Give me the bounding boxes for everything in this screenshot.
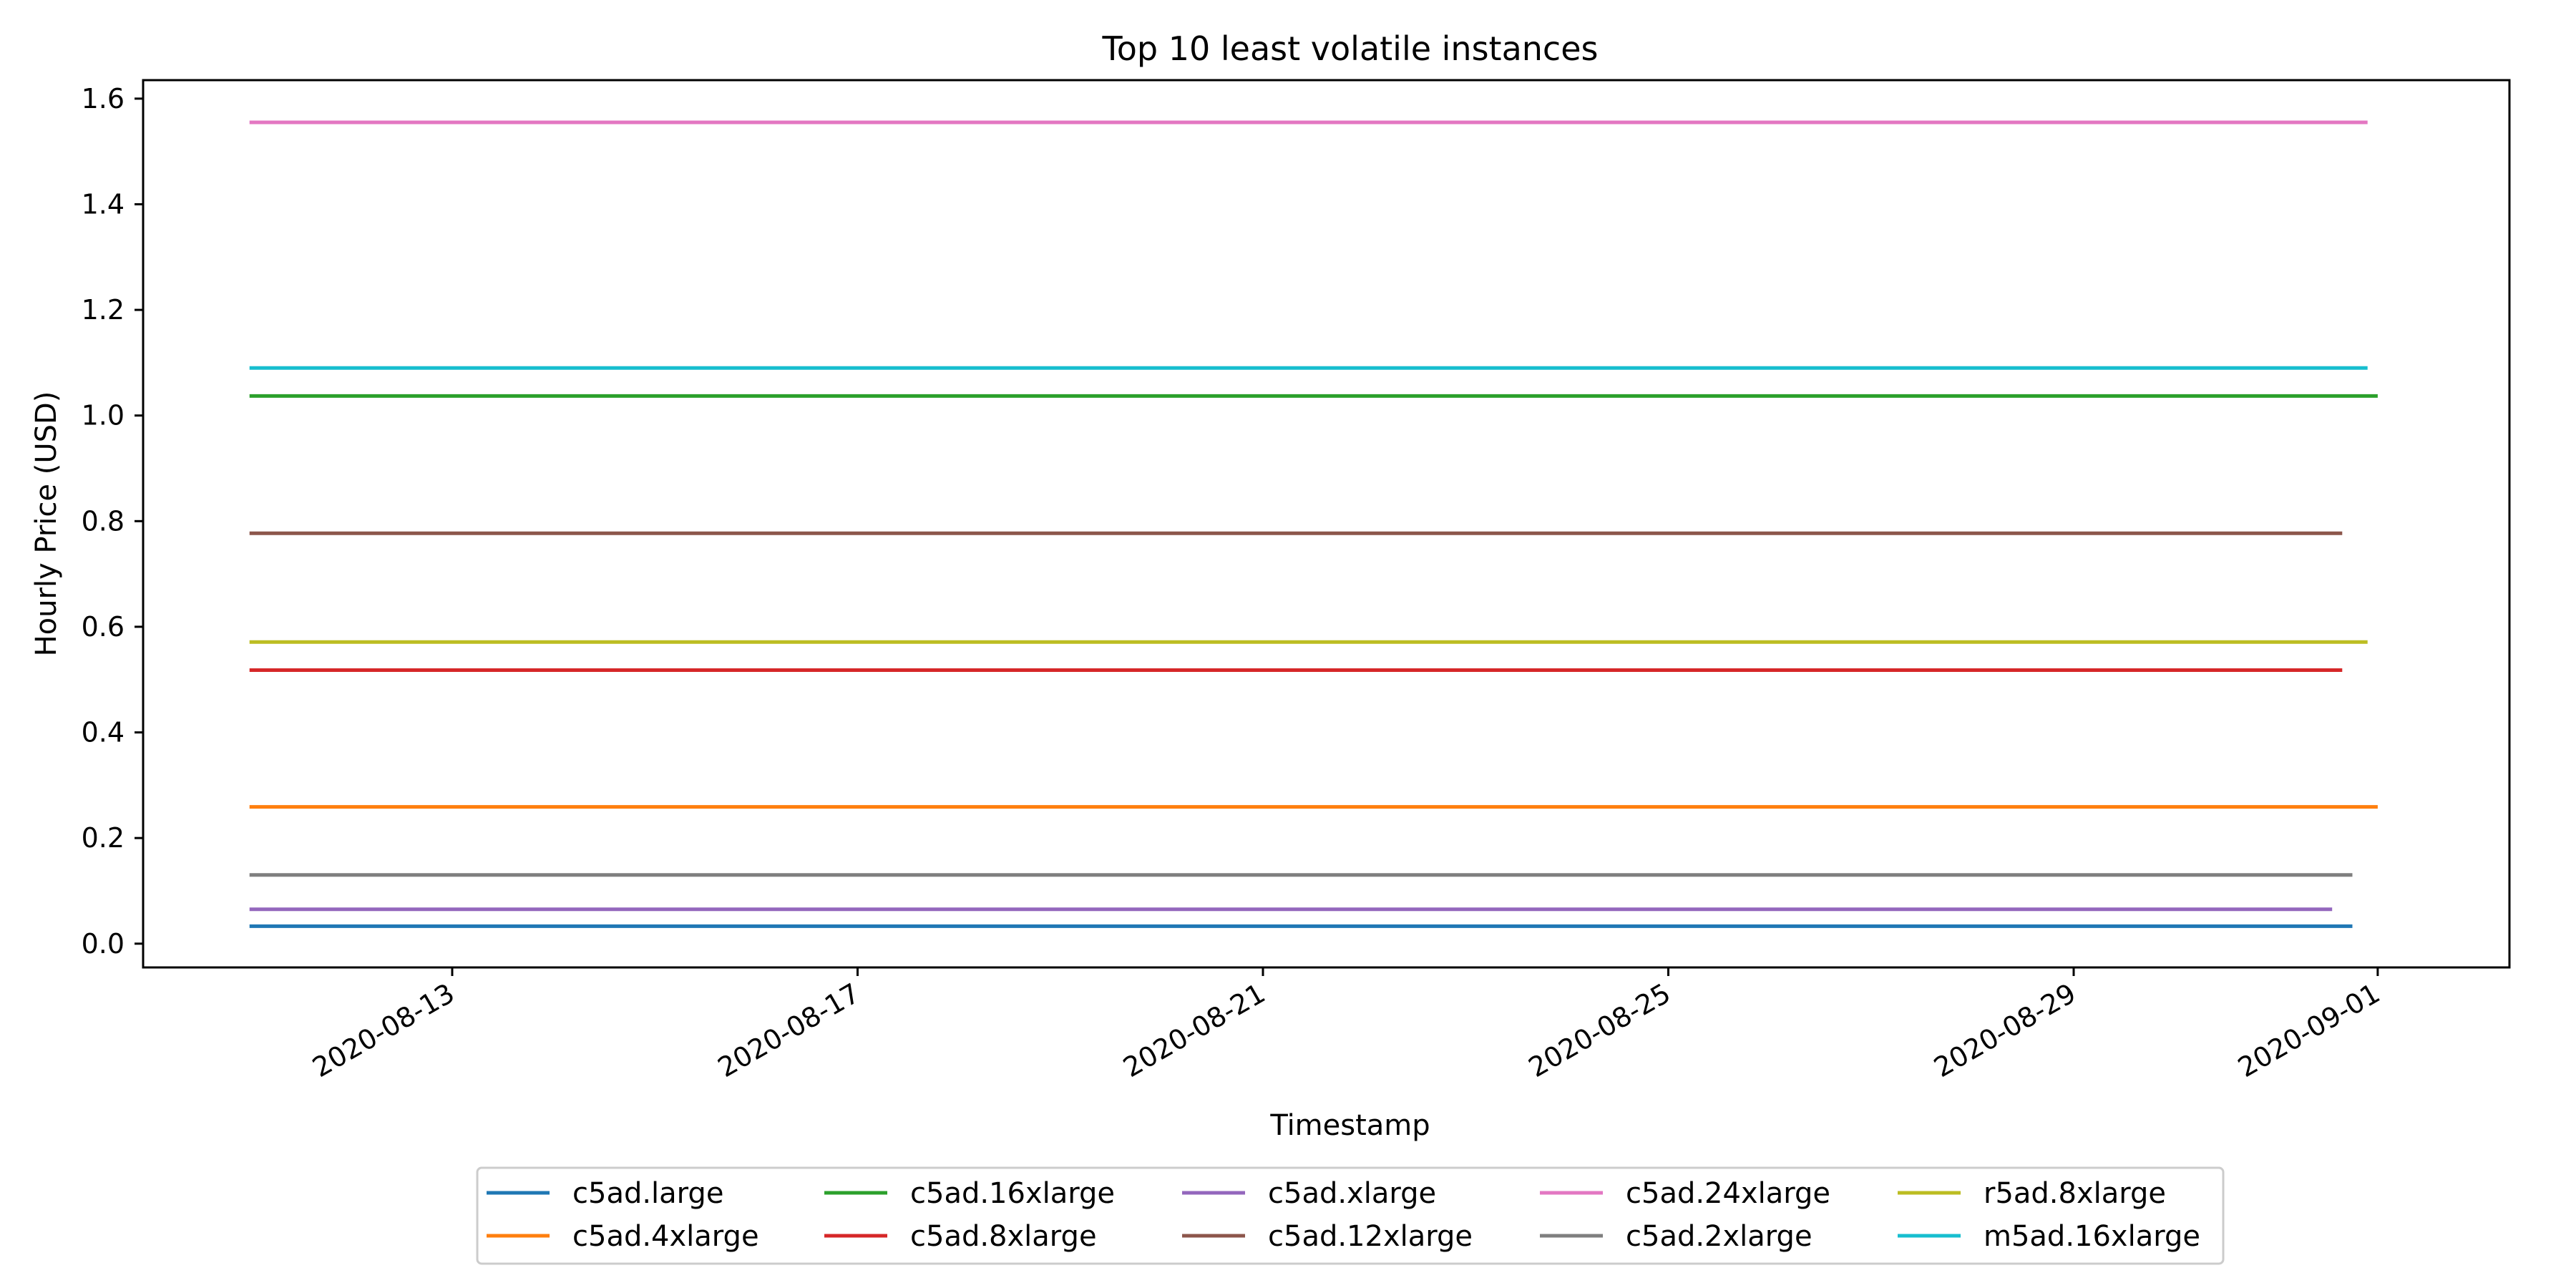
x-tick-label: 2020-08-25 — [1523, 977, 1676, 1084]
legend-item-c5ad.4xlarge: c5ad.4xlarge — [487, 1220, 759, 1253]
y-tick-label: 0.0 — [82, 928, 125, 960]
legend-item-c5ad.24xlarge: c5ad.24xlarge — [1540, 1177, 1830, 1210]
x-tick-label: 2020-08-21 — [1118, 977, 1270, 1084]
y-tick-label: 1.6 — [82, 83, 125, 114]
y-tick-label: 0.6 — [82, 611, 125, 643]
legend-item-c5ad.16xlarge: c5ad.16xlarge — [824, 1177, 1115, 1210]
x-axis: 2020-08-13 2020-08-17 2020-08-21 2020-08-25… — [307, 967, 2385, 1083]
y-tick-label: 0.2 — [82, 822, 125, 854]
y-tick-label: 1.2 — [82, 294, 125, 326]
x-tick-label: 2020-08-13 — [307, 977, 459, 1084]
legend-label: c5ad.large — [572, 1177, 723, 1210]
chart-title: Top 10 least volatile instances — [1102, 29, 1599, 68]
legend-label: c5ad.xlarge — [1268, 1177, 1436, 1210]
legend-label: c5ad.16xlarge — [910, 1177, 1115, 1210]
legend-item-r5ad.8xlarge: r5ad.8xlarge — [1898, 1177, 2166, 1210]
y-axis: 0.0 0.2 0.4 0.6 0.8 1.0 1.2 1.4 1.6 — [82, 83, 143, 960]
y-axis-label: Hourly Price (USD) — [30, 391, 63, 657]
legend-label: c5ad.24xlarge — [1626, 1177, 1830, 1210]
legend-item-c5ad.12xlarge: c5ad.12xlarge — [1182, 1220, 1473, 1253]
y-tick-label: 0.8 — [82, 505, 125, 537]
legend: c5ad.large c5ad.4xlarge c5ad.16xlarge c5ad.… — [476, 1166, 2225, 1265]
x-tick-label: 2020-08-29 — [1928, 977, 2081, 1084]
legend-item-c5ad.xlarge: c5ad.xlarge — [1182, 1177, 1436, 1210]
y-tick-label: 1.0 — [82, 400, 125, 431]
legend-item-c5ad.8xlarge: c5ad.8xlarge — [824, 1220, 1097, 1253]
x-axis-label: Timestamp — [1269, 1109, 1430, 1142]
legend-label: c5ad.8xlarge — [910, 1220, 1097, 1253]
x-tick-label: 2020-09-01 — [2233, 977, 2385, 1084]
y-tick-label: 0.4 — [82, 717, 125, 748]
legend-box — [476, 1166, 2225, 1265]
x-tick-label: 2020-08-17 — [713, 977, 865, 1084]
legend-label: c5ad.2xlarge — [1626, 1220, 1813, 1253]
legend-item-c5ad.large: c5ad.large — [487, 1177, 723, 1210]
series-layer — [249, 120, 2378, 928]
legend-item-c5ad.2xlarge: c5ad.2xlarge — [1540, 1220, 1813, 1253]
y-tick-label: 1.4 — [82, 188, 125, 220]
legend-label: c5ad.4xlarge — [572, 1220, 759, 1253]
legend-label: r5ad.8xlarge — [1984, 1177, 2166, 1210]
legend-label: m5ad.16xlarge — [1984, 1220, 2200, 1253]
legend-entries: c5ad.large c5ad.4xlarge c5ad.16xlarge c5ad.… — [487, 1177, 2200, 1253]
legend-item-m5ad.16xlarge: m5ad.16xlarge — [1898, 1220, 2200, 1253]
legend-label: c5ad.12xlarge — [1268, 1220, 1473, 1253]
plot-frame — [142, 79, 2511, 969]
